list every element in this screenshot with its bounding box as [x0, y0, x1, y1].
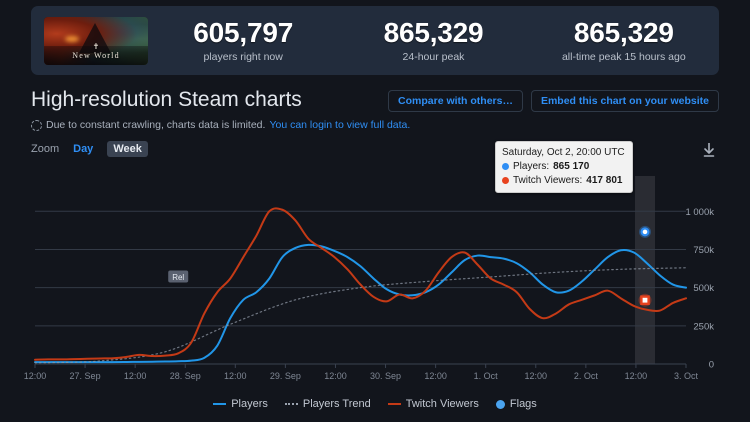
zoom-controls: Zoom Day Week: [31, 141, 148, 157]
data-limited-notice: Due to constant crawling, charts data is…: [31, 119, 410, 131]
x-axis-tick-label: 1. Oct: [474, 371, 499, 381]
y-axis-tick-label: 750k: [693, 245, 714, 256]
title-row: High-resolution Steam charts Compare wit…: [31, 86, 719, 114]
tooltip-series-name: Twitch Viewers:: [513, 174, 583, 186]
stat-label: 24-hour peak: [402, 50, 465, 63]
compare-with-others-button[interactable]: Compare with others…: [388, 90, 523, 112]
chart-tooltip: Saturday, Oct 2, 20:00 UTC Players: 865 …: [495, 141, 633, 194]
stats-bar: ✝ New World 605,797 players right now 86…: [31, 6, 719, 75]
release-flag-label: Rel: [172, 273, 184, 282]
stat-24-hour-peak: 865,329 24-hour peak: [338, 18, 528, 63]
download-icon[interactable]: [699, 140, 719, 160]
tooltip-series-name: Players:: [513, 160, 550, 172]
trend-dashed-swatch-icon: [284, 403, 298, 405]
players-color-dot: [502, 163, 509, 171]
stat-all-time-peak: 865,329 all-time peak 15 hours ago: [529, 18, 719, 63]
notice-text: Due to constant crawling, charts data is…: [46, 119, 266, 131]
login-link[interactable]: You can login to view full data.: [269, 119, 411, 131]
x-axis-tick-label: 12:00: [224, 371, 247, 381]
x-axis-tick-label: 2. Oct: [574, 371, 599, 381]
x-axis-tick-label: 12:00: [24, 371, 47, 381]
series-line-twitch-viewers: [34, 207, 687, 361]
y-axis-tick-label: 500k: [693, 283, 714, 294]
zoom-button-day[interactable]: Day: [67, 141, 99, 157]
y-axis-tick-label: 0: [709, 360, 714, 371]
players-hover-marker[interactable]: [640, 227, 650, 237]
x-axis-tick-label: 3. Oct: [674, 371, 699, 381]
legend-item-twitch-viewers[interactable]: Twitch Viewers: [387, 398, 479, 410]
twitch-line-swatch-icon: [387, 403, 401, 405]
chart-svg[interactable]: 0 250k 500k 750k 1 000k 12:00 27. Sep 12:00 28. …: [0, 162, 750, 390]
stat-value: 605,797: [193, 17, 294, 49]
legend-label: Players Trend: [302, 398, 371, 410]
zoom-button-week[interactable]: Week: [107, 141, 148, 157]
chart-area[interactable]: 0 250k 500k 750k 1 000k 12:00 27. Sep 12:00 28. …: [0, 162, 750, 390]
legend-label: Flags: [509, 398, 537, 410]
twitch-color-dot: [502, 176, 509, 184]
legend-label: Twitch Viewers: [405, 398, 479, 410]
x-axis-tick-label: 30. Sep: [370, 371, 401, 381]
x-axis-tick-label: 12:00: [424, 371, 447, 381]
game-capsule-image[interactable]: ✝ New World: [44, 16, 148, 65]
legend-item-flags[interactable]: Flags: [495, 398, 537, 410]
x-axis-tick-label: 12:00: [525, 371, 548, 381]
spinner-icon: [31, 119, 42, 131]
twitch-hover-marker[interactable]: [640, 295, 650, 305]
x-axis-tick-label: 28. Sep: [170, 371, 201, 381]
x-axis-tick-label: 27. Sep: [70, 371, 101, 381]
stat-value: 865,329: [383, 17, 484, 49]
x-axis-tick-label: 12:00: [324, 371, 347, 381]
flags-circle-swatch-icon: [495, 399, 505, 409]
chart-legend: Players Players Trend Twitch Viewers Fla…: [0, 398, 750, 410]
tooltip-row-players: Players: 865 170: [502, 160, 625, 174]
capsule-cross-icon: ✝: [92, 41, 100, 51]
series-line-players-trend: [34, 267, 687, 364]
series-line-players: [34, 243, 687, 364]
embed-chart-button[interactable]: Embed this chart on your website: [530, 90, 719, 112]
tooltip-row-twitch-viewers: Twitch Viewers: 417 801: [502, 174, 625, 188]
tooltip-date: Saturday, Oct 2, 20:00 UTC: [502, 147, 625, 158]
y-axis-tick-label: 250k: [693, 321, 714, 332]
legend-item-players[interactable]: Players: [213, 398, 268, 410]
tooltip-series-value: 417 801: [586, 174, 623, 186]
page-title: High-resolution Steam charts: [31, 88, 302, 111]
x-axis-tick-label: 12:00: [124, 371, 147, 381]
stat-players-right-now: 605,797 players right now: [148, 18, 338, 63]
x-axis-tick-label: 12:00: [625, 371, 648, 381]
y-axis-tick-label: 1 000k: [685, 207, 714, 218]
x-axis-tick-label: 29. Sep: [270, 371, 301, 381]
release-flag-badge[interactable]: [168, 270, 189, 283]
stat-value: 865,329: [573, 17, 674, 49]
capsule-glow-shape: [64, 35, 79, 42]
players-line-swatch-icon: [213, 403, 227, 405]
stat-label: players right now: [203, 50, 283, 63]
game-title-logo: New World: [72, 50, 120, 60]
chart-highlight-band: [635, 176, 655, 364]
legend-item-players-trend[interactable]: Players Trend: [284, 398, 371, 410]
title-actions: Compare with others… Embed this chart on…: [388, 90, 719, 112]
legend-label: Players: [231, 398, 268, 410]
tooltip-series-value: 865 170: [553, 160, 590, 172]
stat-label: all-time peak 15 hours ago: [561, 50, 686, 63]
capsule-foreground-shape: [44, 46, 148, 65]
zoom-label: Zoom: [31, 143, 60, 155]
